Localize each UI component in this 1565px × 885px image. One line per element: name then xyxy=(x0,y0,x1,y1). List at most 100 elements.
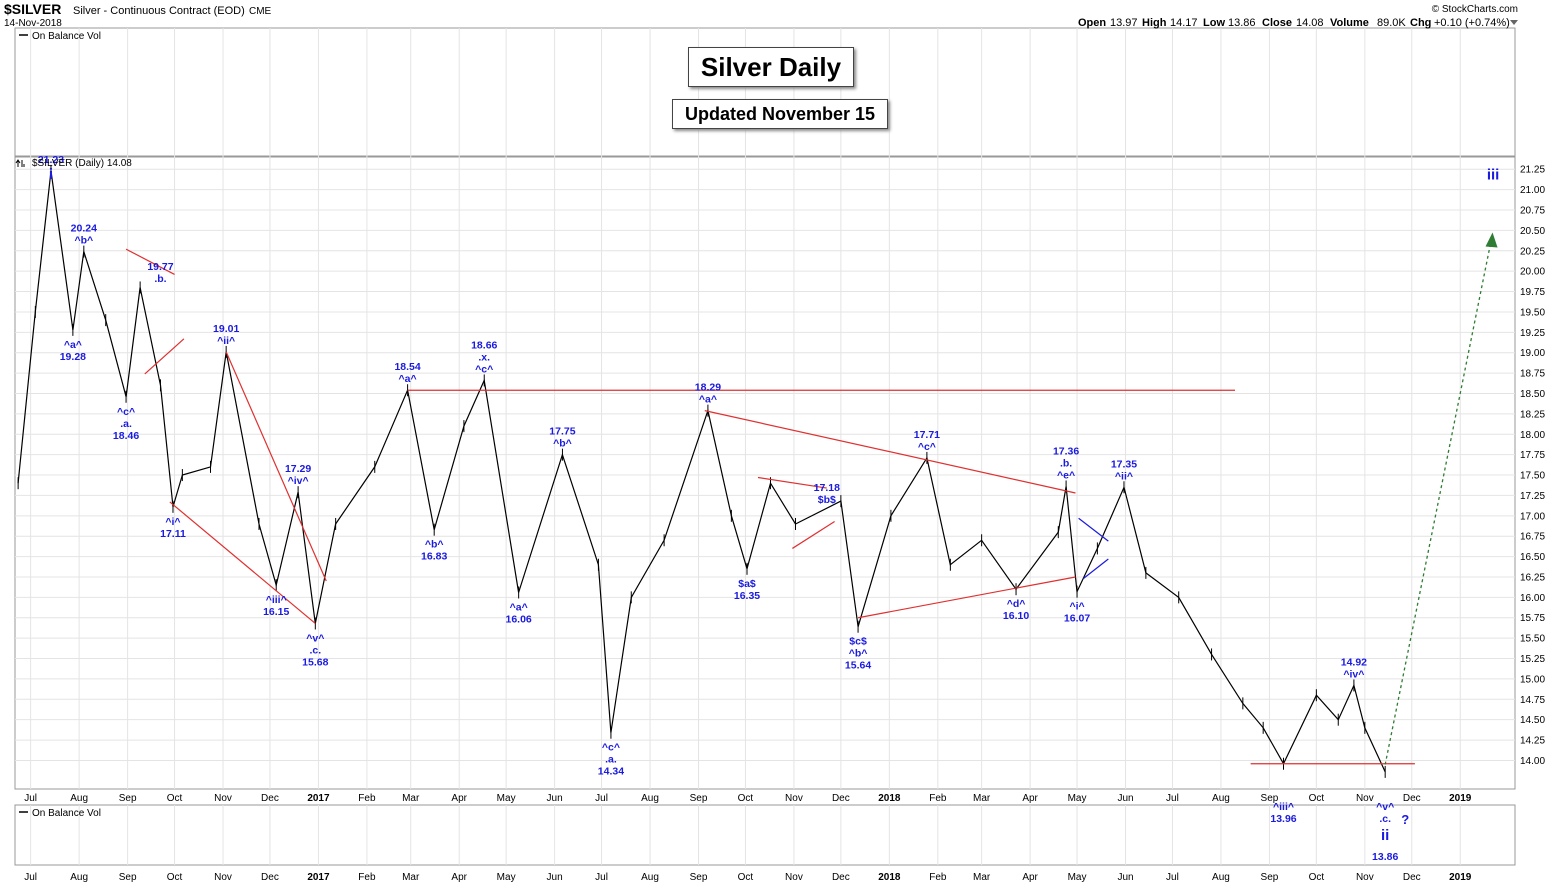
x-tick-label-bottom: 2019 xyxy=(1449,872,1472,883)
low-label: Low xyxy=(1203,17,1225,29)
wave-label: 16.35 xyxy=(734,590,760,602)
wave-label: 17.35 xyxy=(1111,458,1137,470)
x-tick-label-bottom: Feb xyxy=(929,872,947,883)
y-tick-label: 14.00 xyxy=(1520,756,1545,767)
wave-label: 13.96 xyxy=(1270,813,1296,825)
y-tick-label: 15.25 xyxy=(1520,654,1545,665)
y-tick-label: 19.75 xyxy=(1520,287,1545,298)
y-tick-label: 16.75 xyxy=(1520,532,1545,543)
wave-value-label: 13.86 xyxy=(1372,851,1398,863)
x-tick-label: Oct xyxy=(167,793,183,804)
x-tick-label: Mar xyxy=(402,793,420,804)
chart-title-box: Silver Daily xyxy=(688,47,854,87)
x-tick-label: Feb xyxy=(358,793,376,804)
x-tick-label-bottom: Jul xyxy=(595,872,608,883)
x-tick-label: Aug xyxy=(1212,793,1230,804)
wave-degree-label: i xyxy=(49,166,53,183)
wave-label: $c$ xyxy=(849,636,867,648)
trendline xyxy=(225,351,327,582)
y-tick-label: 17.75 xyxy=(1520,450,1545,461)
x-tick-label-bottom: Mar xyxy=(973,872,991,883)
wave-label: 15.64 xyxy=(845,660,871,672)
trendline xyxy=(1082,558,1109,580)
y-tick-label: 17.00 xyxy=(1520,511,1545,522)
close-label: Close xyxy=(1262,17,1292,29)
wave-label: 17.36 xyxy=(1053,445,1079,457)
wave-label: 18.29 xyxy=(695,382,721,394)
wave-label: 19.77 xyxy=(147,261,173,273)
x-tick-label: Sep xyxy=(1261,793,1279,804)
low-value: 13.86 xyxy=(1228,17,1256,29)
wave-label: $a$ xyxy=(738,578,756,590)
wave-label: ^v^ xyxy=(1376,801,1394,813)
y-tick-label: 15.00 xyxy=(1520,674,1545,685)
x-tick-label: 2018 xyxy=(878,793,901,804)
wave-label: 17.75 xyxy=(549,426,575,438)
y-tick-label: 19.50 xyxy=(1520,307,1545,318)
y-tick-label: 16.50 xyxy=(1520,552,1545,563)
wave-label: 16.15 xyxy=(263,606,289,618)
x-tick-label: Mar xyxy=(973,793,991,804)
wave-label: ^a^ xyxy=(699,394,717,406)
y-tick-label: 20.75 xyxy=(1520,206,1545,217)
wave-label: ^b^ xyxy=(74,235,93,247)
wave-label: ^a^ xyxy=(510,601,528,613)
symbol-description: Silver - Continuous Contract (EOD) xyxy=(73,5,245,17)
chevron-down-icon[interactable] xyxy=(1510,20,1518,25)
wave-label: ^a^ xyxy=(399,373,417,385)
y-tick-label: 18.50 xyxy=(1520,389,1545,400)
wave-label: 18.46 xyxy=(113,430,139,442)
wave-label: 17.71 xyxy=(914,429,940,441)
chg-value: +0.10 (+0.74%) xyxy=(1434,17,1510,29)
x-tick-label: Aug xyxy=(641,793,659,804)
wave-degree-label: iii xyxy=(1487,167,1500,184)
x-tick-label: Feb xyxy=(929,793,947,804)
wave-label: 18.66 xyxy=(471,339,497,351)
wave-label: 14.34 xyxy=(598,766,624,778)
wave-label: 19.01 xyxy=(213,323,239,335)
y-tick-label: 18.25 xyxy=(1520,409,1545,420)
x-tick-label-bottom: Jun xyxy=(547,872,563,883)
wave-label: ^ii^ xyxy=(217,335,235,347)
symbol: $SILVER xyxy=(4,1,61,17)
x-tick-label: Jul xyxy=(1166,793,1179,804)
x-tick-label-bottom: Jul xyxy=(24,872,37,883)
wave-label: 19.28 xyxy=(60,351,86,363)
wave-label: .b. xyxy=(1060,457,1072,469)
price-panel xyxy=(14,156,1516,790)
wave-label: ^e^ xyxy=(1057,469,1075,481)
x-tick-label: May xyxy=(1068,793,1087,804)
x-tick-label-bottom: Jun xyxy=(1117,872,1133,883)
obv-top-panel xyxy=(14,27,1516,157)
x-tick-label: Jun xyxy=(547,793,563,804)
wave-label: ^iii^ xyxy=(266,594,287,606)
trendline xyxy=(704,410,1076,494)
price-legend: $SILVER (Daily) 14.08 xyxy=(32,158,132,169)
wave-label: ^d^ xyxy=(1007,598,1026,610)
high-value: 14.17 xyxy=(1170,17,1198,29)
x-tick-label-bottom: 2017 xyxy=(307,872,330,883)
x-tick-label-bottom: Sep xyxy=(119,872,137,883)
wave-label: ^iii^ xyxy=(1273,801,1294,813)
x-tick-label-bottom: Aug xyxy=(70,872,88,883)
watermark: © StockCharts.com xyxy=(1432,4,1518,15)
x-tick-label-bottom: May xyxy=(1068,872,1087,883)
x-tick-label: Dec xyxy=(261,793,279,804)
x-tick-label: Oct xyxy=(738,793,754,804)
wave-label: 18.54 xyxy=(394,361,420,373)
wave-label: 20.24 xyxy=(71,223,97,235)
x-tick-label-bottom: Oct xyxy=(738,872,754,883)
ohlc-readout: Open 13.97 High 14.17 Low 13.86 Close 14… xyxy=(1078,17,1510,29)
x-tick-label-bottom: May xyxy=(497,872,516,883)
volume-label: Volume xyxy=(1330,17,1369,29)
trendline xyxy=(1078,517,1109,542)
wave-label: 16.07 xyxy=(1064,613,1090,625)
obv-bottom-label: On Balance Vol xyxy=(32,808,101,819)
wave-label: 16.83 xyxy=(421,551,447,563)
bar-chart-icon xyxy=(15,159,25,167)
wave-label: .c. xyxy=(309,644,321,656)
grid xyxy=(15,28,1515,865)
open-value: 13.97 xyxy=(1110,17,1138,29)
wave-label: ^c^ xyxy=(117,406,135,418)
y-tick-label: 16.00 xyxy=(1520,593,1545,604)
